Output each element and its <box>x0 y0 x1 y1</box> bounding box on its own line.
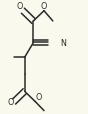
Text: O: O <box>7 97 14 106</box>
Text: O: O <box>16 2 22 11</box>
Text: N: N <box>60 39 66 48</box>
Text: O: O <box>41 2 47 11</box>
Text: O: O <box>36 92 42 101</box>
